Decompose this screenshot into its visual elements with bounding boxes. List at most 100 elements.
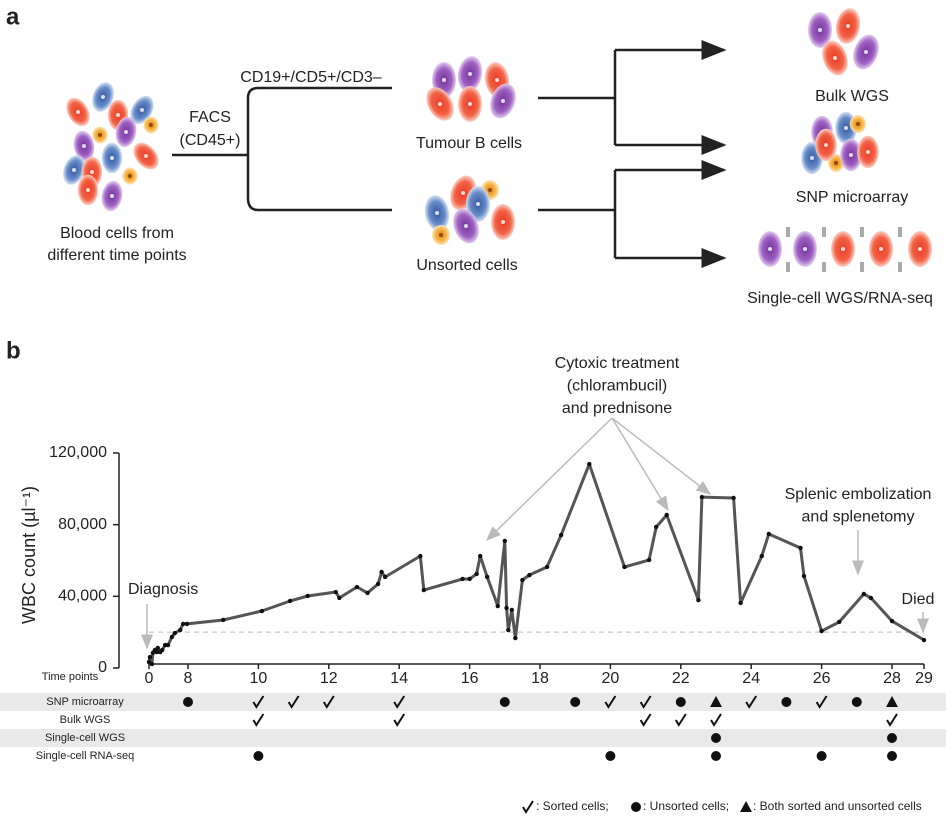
sorted-mark	[522, 800, 534, 814]
x-tick-label: 14	[390, 670, 408, 687]
cell-nucleus	[768, 247, 772, 251]
wbc-point	[477, 553, 483, 559]
sorted-mark	[815, 695, 828, 709]
cell-nucleus	[464, 224, 468, 228]
unsorted-mark	[887, 751, 897, 761]
cell-nucleus	[833, 56, 837, 60]
source-label: Blood cells from	[60, 225, 174, 242]
cell-nucleus	[501, 99, 505, 103]
cell-nucleus	[110, 156, 114, 160]
sorted-mark	[674, 713, 687, 727]
annotation: Cytoxic treatment	[555, 355, 680, 372]
wbc-point	[861, 591, 867, 597]
wbc-point	[180, 621, 186, 627]
cell-nucleus	[82, 144, 86, 148]
y-tick-label: 120,000	[49, 444, 107, 461]
panel-label: a	[6, 3, 20, 30]
wbc-point	[798, 545, 803, 551]
legend-label: : Both sorted and unsorted cells	[753, 799, 922, 813]
wbc-point	[375, 581, 381, 587]
x-tick-label: 20	[602, 670, 620, 687]
cell-nucleus	[866, 150, 870, 154]
sort-label: FACS	[189, 109, 231, 126]
wbc-point	[731, 495, 736, 501]
cell-nucleus	[468, 72, 472, 76]
row-band	[0, 729, 946, 747]
legend-label: : Sorted cells;	[536, 799, 609, 813]
cell-nucleus	[849, 153, 853, 157]
x-axis-label: Time points	[42, 671, 99, 683]
x-tick-label: 26	[813, 670, 831, 687]
wbc-point	[333, 589, 339, 595]
row-label: Bulk WGS	[60, 714, 111, 726]
annotation: and splenetomy	[802, 509, 915, 526]
cell-nucleus	[140, 108, 144, 112]
panel-a: a FACS (CD45+) CD19+/CD5+/CD3– Tumour B …	[6, 3, 933, 307]
wbc-point	[801, 573, 807, 579]
sorted-mark	[287, 695, 300, 709]
cell-dividers	[786, 227, 902, 272]
wbc-point	[868, 595, 874, 601]
wbc-point	[587, 461, 592, 467]
wbc-point	[696, 597, 701, 603]
wbc-point	[259, 608, 265, 614]
cell-nucleus	[918, 247, 922, 251]
unsorted-mark	[816, 751, 827, 761]
wbc-point	[421, 587, 427, 593]
unsorted-mark	[887, 733, 897, 743]
unsorted-mark	[605, 751, 616, 761]
gate-label: CD19+/CD5+/CD3–	[240, 69, 382, 86]
cell-nucleus	[844, 126, 848, 130]
wbc-point	[738, 600, 743, 606]
x-tick-label: 28	[883, 670, 901, 687]
cell-nucleus	[86, 188, 90, 192]
wbc-point	[155, 645, 160, 651]
x-tick-label: 18	[531, 670, 549, 687]
wbc-point	[495, 603, 500, 609]
cell-nucleus	[90, 170, 94, 174]
x-tick-label: 16	[461, 670, 479, 687]
cell-nucleus	[476, 202, 480, 206]
cell-nucleus	[803, 247, 807, 251]
wbc-point	[379, 569, 384, 575]
y-axis-label: WBC count (µl⁻¹)	[19, 486, 39, 624]
wbc-point	[154, 649, 159, 655]
wbc-point	[759, 553, 764, 559]
wbc-point	[819, 628, 824, 634]
sorted-mark	[252, 713, 265, 727]
wbc-point	[354, 584, 360, 590]
unsorted-mark	[183, 697, 193, 707]
unsorted-mark	[631, 802, 641, 812]
wbc-point	[474, 571, 479, 577]
cell-nucleus	[834, 161, 838, 165]
wbc-point	[544, 564, 550, 570]
x-tick-label: 12	[320, 670, 338, 687]
cell-nucleus	[846, 24, 850, 28]
cell-nucleus	[810, 156, 814, 160]
wbc-point	[418, 553, 423, 559]
flow-line	[172, 86, 392, 212]
cell-nucleus	[116, 113, 120, 117]
wbc-point	[172, 630, 178, 636]
output-label: Bulk WGS	[815, 88, 889, 105]
annotation-arrows	[141, 417, 929, 650]
cell-nucleus	[461, 191, 465, 195]
wbc-point	[382, 574, 388, 580]
cell-nucleus	[501, 220, 505, 224]
wbc-point	[664, 512, 669, 518]
sorted-mark	[393, 695, 406, 709]
panel-label: b	[6, 337, 21, 364]
annotation: Diagnosis	[128, 581, 198, 598]
both-mark	[886, 696, 898, 707]
unsorted-mark	[253, 751, 264, 761]
cell-nucleus	[488, 188, 492, 192]
wbc-point	[460, 576, 465, 582]
wbc-point	[365, 590, 370, 596]
sort-label: (CD45+)	[180, 132, 241, 149]
annotation: Died	[902, 591, 935, 608]
annotation: Splenic embolization	[785, 486, 932, 503]
cell-nucleus	[110, 194, 114, 198]
wbc-point	[509, 607, 515, 613]
unsorted-mark	[781, 697, 792, 707]
wbc-point	[699, 494, 705, 500]
